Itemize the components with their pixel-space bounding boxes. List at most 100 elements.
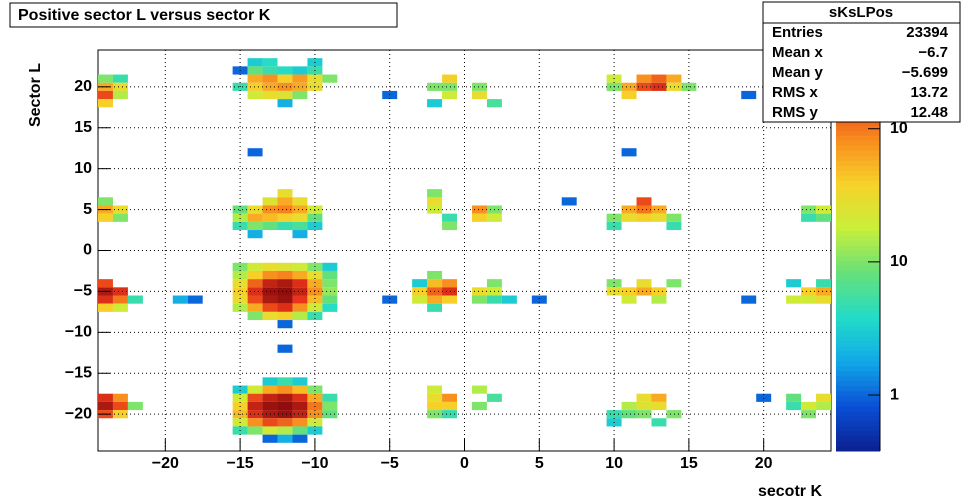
cell [232, 279, 248, 288]
cell [112, 74, 128, 83]
cell [232, 221, 248, 231]
stats-value: 23394 [906, 24, 948, 41]
cell [292, 426, 308, 435]
palette-step [836, 425, 880, 432]
palette-step [836, 390, 880, 397]
palette-step [836, 400, 880, 407]
cell [98, 279, 113, 288]
cell [292, 197, 308, 206]
cell [277, 213, 293, 222]
cell [112, 303, 128, 312]
palette-step [836, 290, 880, 297]
cell [651, 74, 667, 83]
x-tick-label: 0 [460, 455, 469, 472]
cell [277, 99, 293, 108]
x-tick-label: −20 [152, 455, 179, 472]
cell [247, 287, 263, 296]
cell [112, 287, 128, 296]
cell [232, 295, 248, 304]
cell [262, 418, 278, 427]
palette-step [836, 225, 880, 231]
cell [621, 401, 637, 411]
palette-step [836, 360, 880, 367]
cell [427, 385, 443, 394]
cell [427, 279, 443, 288]
palette-step [836, 180, 880, 186]
cell [292, 287, 308, 296]
cell [247, 66, 263, 75]
cell [277, 189, 293, 198]
cell [801, 205, 817, 214]
cell [307, 393, 323, 402]
cell [307, 303, 323, 312]
cell [322, 287, 338, 296]
cell [636, 279, 652, 288]
y-tick-label: −10 [65, 324, 92, 341]
cell [322, 270, 338, 280]
cell [621, 287, 637, 296]
palette-step [836, 265, 880, 272]
cell [786, 295, 802, 304]
cell [277, 82, 293, 91]
cell [232, 303, 248, 312]
cell [292, 401, 308, 411]
cell [636, 401, 652, 411]
stats-value: −5.699 [902, 64, 948, 81]
cell [292, 434, 308, 443]
cell [292, 66, 308, 75]
cell [322, 410, 338, 419]
cell [651, 393, 667, 402]
cell [292, 205, 308, 214]
cell [292, 213, 308, 222]
cell [621, 410, 637, 419]
cell [292, 82, 308, 91]
cell [247, 221, 263, 231]
cell [292, 262, 308, 271]
cell [636, 287, 652, 296]
cell [247, 418, 263, 427]
cell [486, 279, 502, 288]
cell [666, 279, 682, 288]
cell [486, 295, 502, 304]
cell [262, 377, 278, 386]
palette-step [836, 435, 880, 442]
cell [471, 295, 487, 304]
z-tick-label: 1 [890, 386, 899, 403]
cell [127, 295, 143, 304]
palette-step [836, 130, 880, 136]
cell [247, 82, 263, 91]
cell [262, 279, 278, 288]
cell [486, 99, 502, 108]
stats-label: RMS x [772, 84, 819, 101]
cell [471, 205, 487, 214]
cell [442, 401, 458, 411]
cell [292, 377, 308, 386]
palette-step [836, 125, 880, 131]
cell [247, 205, 263, 214]
cell [651, 213, 667, 222]
cell [112, 401, 128, 411]
cell [262, 270, 278, 280]
palette-step [836, 295, 880, 302]
palette-step [836, 255, 880, 262]
cell [471, 287, 487, 296]
cell [127, 401, 143, 411]
cell [112, 295, 128, 304]
cell [471, 401, 487, 411]
cell [98, 213, 113, 222]
palette-step [836, 135, 880, 141]
cell [307, 213, 323, 222]
palette-step [836, 175, 880, 181]
palette-step [836, 260, 880, 267]
cell [666, 82, 682, 91]
cell [262, 401, 278, 411]
cell [262, 426, 278, 435]
cell [621, 90, 637, 100]
cell [666, 74, 682, 83]
palette-step [836, 335, 880, 342]
palette-step [836, 315, 880, 322]
palette-step [836, 235, 880, 241]
cell [247, 74, 263, 83]
cell [471, 90, 487, 100]
cell [442, 287, 458, 296]
